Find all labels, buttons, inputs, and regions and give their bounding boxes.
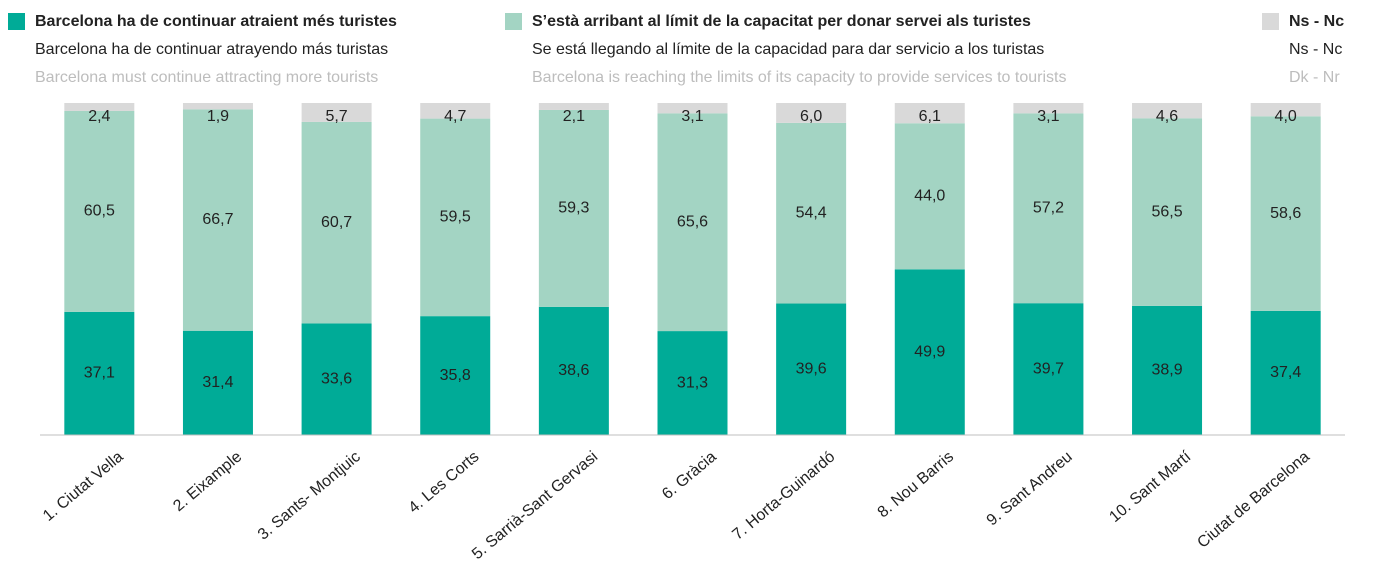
x-tick-label: 8. Nou Barris xyxy=(875,448,957,521)
bar-segment xyxy=(1013,303,1084,435)
data-label: 57,2 xyxy=(1033,199,1064,216)
data-label: 31,4 xyxy=(202,374,233,391)
bar-segment xyxy=(1250,116,1321,311)
data-label: 60,7 xyxy=(321,214,352,231)
data-label: 66,7 xyxy=(202,211,233,228)
data-label: 44,0 xyxy=(914,188,945,205)
bar-segment xyxy=(776,103,847,123)
bar-segment xyxy=(657,113,728,332)
legend-label-en: Dk - Nr xyxy=(1289,69,1340,86)
bar-segment xyxy=(776,122,847,304)
bar-segment xyxy=(420,118,491,317)
bar-segment xyxy=(301,121,372,324)
data-label: 65,6 xyxy=(677,213,708,230)
data-label: 6,0 xyxy=(800,108,822,125)
bar-segment xyxy=(64,110,135,312)
legend-label: Ns - Nc xyxy=(1289,13,1344,30)
x-tick-label: 3. Sants- Montjuic xyxy=(255,448,364,543)
data-label: 56,5 xyxy=(1151,203,1182,220)
bar-segment xyxy=(894,269,965,435)
data-label: 37,4 xyxy=(1270,364,1301,381)
bar-segment xyxy=(894,123,965,270)
data-label: 33,6 xyxy=(321,370,352,387)
bar-segment xyxy=(894,103,965,124)
data-label: 2,4 xyxy=(88,108,110,125)
data-label: 58,6 xyxy=(1270,205,1301,222)
data-label: 1,9 xyxy=(207,108,229,125)
legend-label-en: Barcelona is reaching the limits of its … xyxy=(532,69,1066,86)
bar-segment xyxy=(657,103,728,114)
bar-segment xyxy=(64,311,135,435)
x-tick-label: Ciutat de Barcelona xyxy=(1194,448,1313,551)
data-label: 38,6 xyxy=(558,362,589,379)
data-label: 59,5 xyxy=(440,209,471,226)
x-tick-label: 5. Sarrià-Sant Gervasi xyxy=(469,448,601,563)
x-tick-label: 6. Gràcia xyxy=(659,448,720,503)
legend-label: Barcelona ha de continuar atraient més t… xyxy=(35,13,397,30)
data-label: 6,1 xyxy=(919,108,941,125)
x-tick-label: 9. Sant Andreu xyxy=(984,448,1076,529)
legend-label: S’està arribant al límit de la capacitat… xyxy=(532,13,1031,30)
legend-swatch xyxy=(505,13,522,30)
bar-segment xyxy=(1250,310,1321,435)
legend-label-en: Barcelona must continue attracting more … xyxy=(35,69,378,86)
x-tick-label: 7. Horta-Guinardó xyxy=(729,448,838,543)
data-label: 39,6 xyxy=(796,360,827,377)
bar-segment xyxy=(182,103,253,110)
bar-segment xyxy=(657,331,728,435)
bar-segment xyxy=(301,103,372,122)
data-label: 60,5 xyxy=(84,203,115,220)
legend-label-es: Se está llegando al límite de la capacid… xyxy=(532,41,1044,58)
legend-label-es: Barcelona ha de continuar atrayendo más … xyxy=(35,41,388,58)
data-label: 3,1 xyxy=(681,108,703,125)
data-label: 54,4 xyxy=(796,204,827,221)
bar-segment xyxy=(301,323,372,435)
bar-segment xyxy=(1132,103,1203,119)
x-tick-label: 2. Eixample xyxy=(170,448,245,515)
bar-segment xyxy=(1013,113,1084,304)
bar-segment xyxy=(182,330,253,435)
data-label: 59,3 xyxy=(558,200,589,217)
bar-segment xyxy=(1132,305,1203,435)
data-label: 39,7 xyxy=(1033,360,1064,377)
data-label: 31,3 xyxy=(677,374,708,391)
x-tick-label: 4. Les Corts xyxy=(405,448,482,516)
bar-segment xyxy=(1013,103,1084,114)
bar-segment xyxy=(182,109,253,331)
data-label: 3,1 xyxy=(1037,108,1059,125)
x-tick-label: 10. Sant Martí xyxy=(1106,448,1194,526)
data-label: 4,0 xyxy=(1275,108,1297,125)
data-label: 4,6 xyxy=(1156,108,1178,125)
x-tick-label: 1. Ciutat Vella xyxy=(40,448,127,525)
bar-segment xyxy=(420,103,491,119)
bar-segment xyxy=(64,103,135,111)
bar-segment xyxy=(1132,118,1203,306)
bar-segment xyxy=(538,103,609,110)
data-label: 5,7 xyxy=(325,108,347,125)
bar-segment xyxy=(776,303,847,435)
bar-segment xyxy=(1250,103,1321,117)
bar-segment xyxy=(538,306,609,435)
bar-segment xyxy=(420,316,491,435)
legend-label-es: Ns - Nc xyxy=(1289,41,1342,58)
bar-segment xyxy=(538,109,609,307)
data-label: 38,9 xyxy=(1151,362,1182,379)
data-label: 4,7 xyxy=(444,108,466,125)
data-label: 35,8 xyxy=(440,367,471,384)
legend-swatch xyxy=(1262,13,1279,30)
legend-swatch xyxy=(8,13,25,30)
data-label: 49,9 xyxy=(914,343,945,360)
data-label: 2,1 xyxy=(563,108,585,125)
data-label: 37,1 xyxy=(84,365,115,382)
